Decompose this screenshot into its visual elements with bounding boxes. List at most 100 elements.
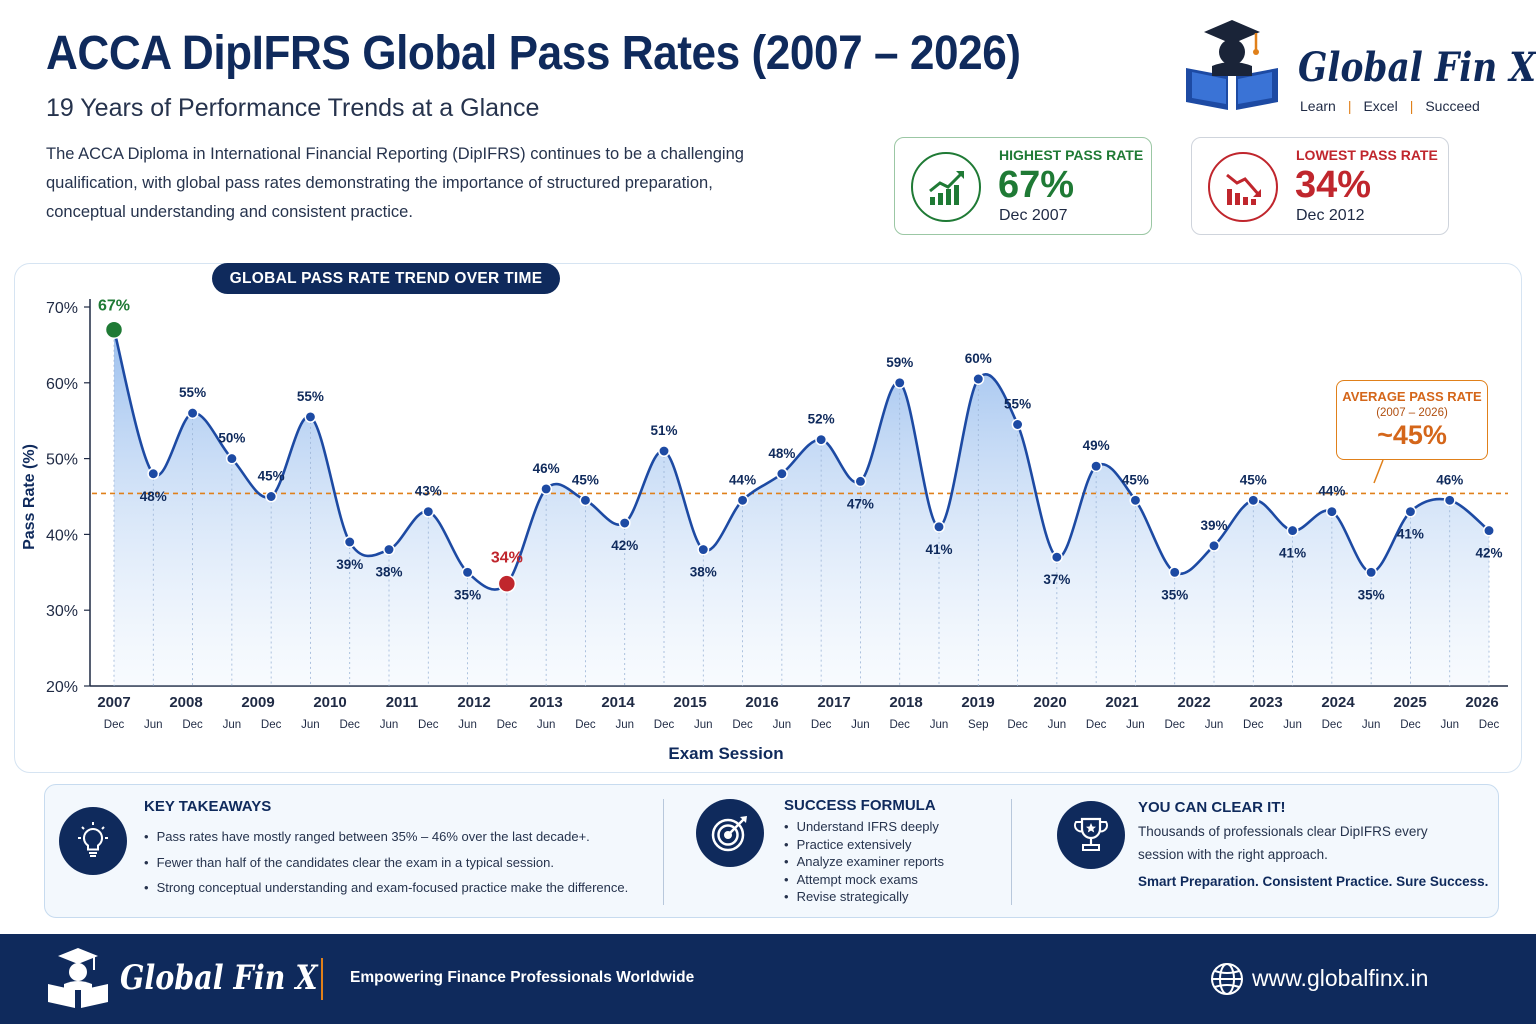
data-point[interactable] — [147, 467, 160, 480]
session-tick-label: Dec — [104, 719, 125, 731]
data-point[interactable] — [697, 543, 710, 556]
average-label: AVERAGE PASS RATE — [1342, 389, 1482, 404]
session-tick-label: Dec — [261, 719, 282, 731]
data-label: 55% — [179, 385, 206, 400]
takeaway-item: Strong conceptual understanding and exam… — [144, 875, 629, 901]
session-tick-label: Jun — [223, 719, 242, 731]
session-tick-label: Jun — [458, 719, 477, 731]
data-point[interactable] — [1443, 494, 1456, 507]
session-tick-label: Dec — [1400, 719, 1421, 731]
page-subtitle: 19 Years of Performance Trends at a Glan… — [46, 94, 540, 122]
clear-text: Thousands of professionals clear DipIFRS… — [1138, 824, 1428, 862]
data-label: 52% — [808, 412, 835, 427]
data-point[interactable] — [1483, 524, 1495, 537]
data-label: 35% — [1358, 587, 1385, 602]
data-point[interactable] — [1286, 524, 1299, 537]
data-label: 41% — [1397, 527, 1424, 542]
data-point[interactable] — [540, 482, 553, 495]
target-icon-badge — [696, 799, 764, 867]
data-point[interactable] — [1011, 418, 1024, 431]
y-tick-label: 60% — [46, 376, 78, 393]
data-point[interactable] — [104, 320, 124, 339]
data-point[interactable] — [972, 373, 985, 385]
takeaways-title: KEY TAKEAWAYS — [144, 798, 272, 815]
data-point[interactable] — [775, 467, 788, 480]
data-label: 37% — [1043, 572, 1070, 587]
data-point[interactable] — [1050, 551, 1063, 564]
lowest-value: 34% — [1295, 164, 1372, 206]
session-tick-label: Dec — [339, 719, 360, 731]
card-divider — [1011, 799, 1012, 905]
data-point[interactable] — [658, 445, 670, 457]
area-fill — [114, 329, 1489, 686]
average-callout-pointer — [1373, 459, 1384, 484]
graduation-book-icon — [48, 948, 108, 1008]
data-point[interactable] — [1090, 460, 1103, 473]
data-point[interactable] — [1325, 505, 1338, 518]
session-tick-label: Dec — [889, 719, 910, 731]
data-point[interactable] — [225, 452, 238, 465]
year-tick-label: 2011 — [386, 694, 419, 711]
session-tick-label: Jun — [144, 719, 163, 731]
session-tick-label: Dec — [1164, 719, 1185, 731]
data-point[interactable] — [815, 433, 828, 446]
lowest-session: Dec 2012 — [1296, 207, 1365, 224]
data-point[interactable] — [1129, 494, 1142, 507]
data-label: 39% — [336, 557, 363, 572]
data-label: 45% — [1240, 472, 1267, 487]
data-point[interactable] — [579, 494, 592, 507]
data-label: 38% — [690, 565, 717, 580]
website-link[interactable]: www.globalfinx.in — [1252, 965, 1429, 991]
data-point[interactable] — [1168, 566, 1181, 579]
data-label: 45% — [572, 472, 599, 487]
session-tick-label: Dec — [575, 719, 596, 731]
data-label: 51% — [650, 423, 677, 438]
session-tick-label: Dec — [732, 719, 753, 731]
session-tick-label: Dec — [1086, 719, 1107, 731]
year-tick-label: 2016 — [745, 694, 778, 711]
data-point[interactable] — [1365, 566, 1378, 579]
data-label: 42% — [1475, 546, 1502, 561]
trophy-icon-badge — [1057, 801, 1125, 869]
graduation-book-icon — [1186, 20, 1278, 110]
data-label: 60% — [965, 351, 992, 366]
data-point[interactable] — [933, 520, 945, 533]
data-point[interactable] — [736, 494, 749, 507]
lowest-pass-rate-card: LOWEST PASS RATE 34% Dec 2012 — [1191, 137, 1449, 235]
session-tick-label: Jun — [1362, 719, 1381, 731]
data-point[interactable] — [265, 490, 278, 503]
data-point[interactable] — [618, 517, 631, 529]
data-point[interactable] — [1404, 505, 1417, 518]
data-label: 39% — [1200, 518, 1227, 533]
brand-logo: Global Fin X Learn | Excel | Succeed — [1182, 18, 1536, 118]
data-label: 44% — [729, 472, 756, 487]
session-tick-label: Jun — [1048, 719, 1067, 731]
page-title: ACCA DipIFRS Global Pass Rates (2007 – 2… — [46, 27, 1021, 80]
y-tick-label: 30% — [46, 603, 78, 620]
data-point[interactable] — [1247, 494, 1260, 507]
y-axis-label: Pass Rate (%) — [21, 444, 38, 550]
data-point[interactable] — [304, 410, 317, 423]
session-tick-label: Jun — [773, 719, 792, 731]
data-point[interactable] — [854, 475, 867, 488]
data-label: 43% — [415, 484, 442, 499]
session-tick-label: Dec — [182, 719, 203, 731]
data-point[interactable] — [383, 543, 395, 556]
data-point[interactable] — [343, 536, 356, 548]
data-point[interactable] — [893, 376, 906, 389]
data-label: 59% — [886, 355, 913, 370]
data-point[interactable] — [461, 566, 474, 579]
data-label: 35% — [454, 587, 481, 602]
average-value: ~45% — [1377, 420, 1447, 450]
data-point[interactable] — [497, 574, 517, 593]
year-tick-label: 2019 — [961, 694, 994, 711]
session-tick-label: Jun — [1205, 719, 1224, 731]
average-range: (2007 – 2026) — [1376, 407, 1448, 419]
year-tick-label: 2008 — [169, 694, 202, 711]
intro-paragraph: The ACCA Diploma in International Financ… — [46, 145, 744, 221]
lightbulb-icon — [78, 822, 108, 857]
data-point[interactable] — [1208, 539, 1220, 552]
data-point[interactable] — [186, 407, 199, 420]
data-label: 47% — [847, 496, 874, 511]
data-point[interactable] — [422, 505, 435, 518]
